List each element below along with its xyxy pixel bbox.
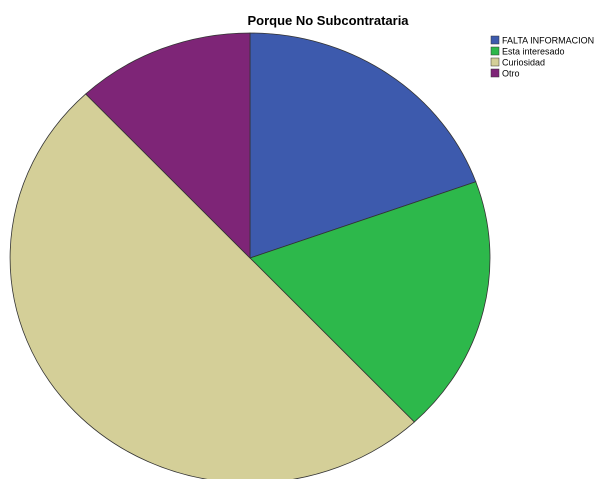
pie-slice-curiosidad bbox=[9, 93, 415, 479]
legend-swatch bbox=[490, 57, 500, 67]
legend-label: Esta interesado bbox=[502, 47, 565, 57]
legend-swatch bbox=[490, 35, 500, 45]
pie-slice-esta-interesado bbox=[249, 181, 491, 423]
legend-item: Esta interesado bbox=[490, 46, 565, 57]
legend-label: Otro bbox=[502, 69, 520, 79]
pie-slices bbox=[9, 32, 491, 479]
legend-swatch bbox=[490, 68, 500, 78]
legend-swatch bbox=[490, 46, 500, 56]
legend-item: FALTA INFORMACION bbox=[490, 35, 594, 46]
legend-item: Curiosidad bbox=[490, 57, 545, 68]
pie-slice-otro bbox=[85, 32, 251, 259]
legend-item: Otro bbox=[490, 68, 520, 79]
chart-title: Porque No Subcontrataria bbox=[247, 13, 409, 28]
legend-label: Curiosidad bbox=[502, 58, 545, 68]
legend-label: FALTA INFORMACION bbox=[502, 36, 594, 46]
pie-slice-falta-informacion bbox=[249, 32, 477, 259]
